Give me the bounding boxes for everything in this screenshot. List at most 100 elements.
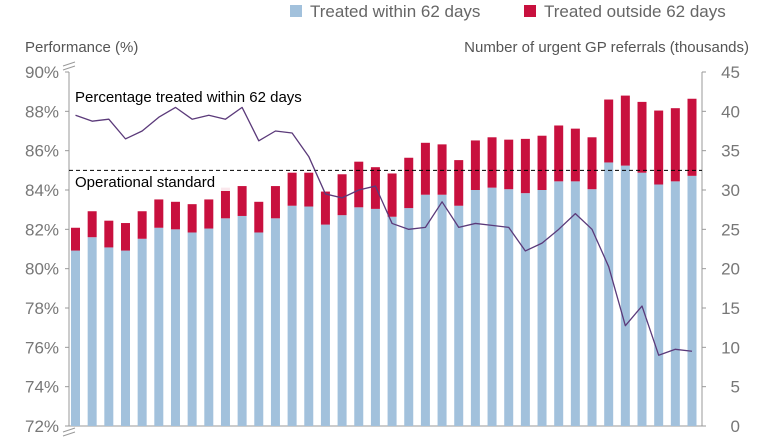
legend-label-outside: Treated outside 62 days bbox=[544, 2, 726, 21]
bar-within-segment bbox=[204, 228, 214, 426]
left-tick-label: 74% bbox=[25, 378, 59, 397]
bar-outside-segment bbox=[520, 138, 530, 194]
bar-within-segment bbox=[71, 250, 80, 426]
bar-outside-segment bbox=[470, 140, 480, 190]
bar-outside-segment bbox=[687, 98, 697, 176]
bar-within-segment bbox=[570, 181, 580, 426]
bar-within-segment bbox=[670, 181, 680, 426]
bar-outside-segment bbox=[620, 95, 630, 166]
left-axis-break-top-icon bbox=[62, 61, 76, 71]
operational-standard-label-background bbox=[72, 173, 232, 191]
bar-within-segment bbox=[637, 172, 647, 426]
bar-outside-segment bbox=[87, 211, 97, 238]
bar-within-segment bbox=[404, 208, 414, 426]
bar-within-segment bbox=[137, 238, 147, 426]
bar-within-segment bbox=[304, 206, 314, 426]
legend-item-within: Treated within 62 days bbox=[290, 2, 480, 21]
bar-within-segment bbox=[504, 189, 514, 426]
bar-outside-segment bbox=[404, 157, 414, 209]
bar-within-segment bbox=[454, 205, 464, 426]
bar-within-segment bbox=[337, 215, 347, 426]
bar-outside-segment bbox=[270, 186, 280, 219]
right-tick-label: 5 bbox=[731, 378, 740, 397]
bar-outside-segment bbox=[154, 199, 164, 228]
bar-outside-segment bbox=[237, 186, 247, 216]
bar-within-segment bbox=[470, 190, 480, 426]
bar-outside-segment bbox=[570, 128, 580, 182]
right-tick-label: 15 bbox=[721, 299, 740, 318]
bar-outside-segment bbox=[437, 144, 447, 195]
bar-within-segment bbox=[254, 232, 264, 426]
bar-outside-segment bbox=[170, 201, 180, 230]
bars bbox=[71, 95, 697, 427]
bar-outside-segment bbox=[487, 137, 497, 188]
left-tick-label: 86% bbox=[25, 142, 59, 161]
bar-outside-segment bbox=[71, 227, 80, 251]
bar-outside-segment bbox=[187, 204, 197, 233]
bar-within-segment bbox=[370, 208, 380, 426]
bar-within-segment bbox=[170, 229, 180, 426]
bar-within-segment bbox=[654, 184, 664, 426]
legend-item-outside: Treated outside 62 days bbox=[524, 2, 726, 21]
left-tick-label: 80% bbox=[25, 260, 59, 279]
bar-within-segment bbox=[120, 250, 130, 426]
left-axis-title: Performance (%) bbox=[25, 39, 138, 56]
left-tick-label: 78% bbox=[25, 299, 59, 318]
bar-outside-segment bbox=[454, 160, 464, 206]
bar-outside-segment bbox=[104, 220, 114, 248]
bar-outside-segment bbox=[320, 191, 330, 225]
left-tick-label: 88% bbox=[25, 102, 59, 121]
right-tick-label: 20 bbox=[721, 260, 740, 279]
left-tick-label: 84% bbox=[25, 181, 59, 200]
bar-outside-segment bbox=[370, 167, 380, 209]
left-tick-label: 72% bbox=[25, 417, 59, 436]
legend: Treated within 62 days Treated outside 6… bbox=[290, 2, 726, 21]
right-tick-label: 10 bbox=[721, 338, 740, 357]
left-tick-label: 90% bbox=[25, 63, 59, 82]
bar-outside-segment bbox=[337, 174, 347, 216]
bar-outside-segment bbox=[204, 199, 214, 229]
bar-outside-segment bbox=[537, 135, 547, 190]
bar-outside-segment bbox=[604, 99, 614, 163]
bar-within-segment bbox=[387, 216, 397, 426]
right-tick-label: 45 bbox=[721, 63, 740, 82]
percentage-line-label: Percentage treated within 62 days bbox=[75, 89, 302, 106]
left-tick-label: 76% bbox=[25, 338, 59, 357]
right-axis-title: Number of urgent GP referrals (thousands… bbox=[464, 39, 749, 56]
bar-within-segment bbox=[687, 175, 697, 426]
left-axis-break-bottom-icon bbox=[62, 427, 76, 437]
right-tick-label: 0 bbox=[731, 417, 740, 436]
bar-within-segment bbox=[604, 162, 614, 426]
bar-within-segment bbox=[187, 232, 197, 426]
left-tick-label: 82% bbox=[25, 220, 59, 239]
bar-within-segment bbox=[154, 227, 164, 426]
bar-outside-segment bbox=[420, 142, 430, 195]
bar-outside-segment bbox=[587, 137, 597, 190]
right-tick-label: 25 bbox=[721, 220, 740, 239]
bar-within-segment bbox=[287, 205, 297, 426]
bar-outside-segment bbox=[670, 108, 680, 182]
bar-within-segment bbox=[220, 218, 230, 426]
bar-outside-segment bbox=[137, 211, 147, 239]
bar-outside-segment bbox=[120, 223, 130, 251]
operational-standard-label: Operational standard bbox=[75, 174, 215, 191]
bar-within-segment bbox=[354, 207, 364, 426]
bar-within-segment bbox=[520, 193, 530, 426]
bar-within-segment bbox=[320, 224, 330, 426]
right-tick-label: 35 bbox=[721, 142, 740, 161]
bar-outside-segment bbox=[287, 172, 297, 206]
bar-outside-segment bbox=[554, 125, 564, 182]
legend-label-within: Treated within 62 days bbox=[310, 2, 480, 21]
bar-within-segment bbox=[237, 215, 247, 426]
bar-outside-segment bbox=[387, 173, 397, 217]
bar-within-segment bbox=[270, 218, 280, 426]
legend-swatch-outside bbox=[524, 5, 536, 17]
bar-outside-segment bbox=[354, 161, 364, 208]
bar-within-segment bbox=[420, 194, 430, 426]
right-tick-label: 30 bbox=[721, 181, 740, 200]
bar-within-segment bbox=[87, 237, 97, 426]
bar-within-segment bbox=[537, 190, 547, 426]
bar-within-segment bbox=[437, 194, 447, 426]
bar-within-segment bbox=[104, 247, 114, 426]
